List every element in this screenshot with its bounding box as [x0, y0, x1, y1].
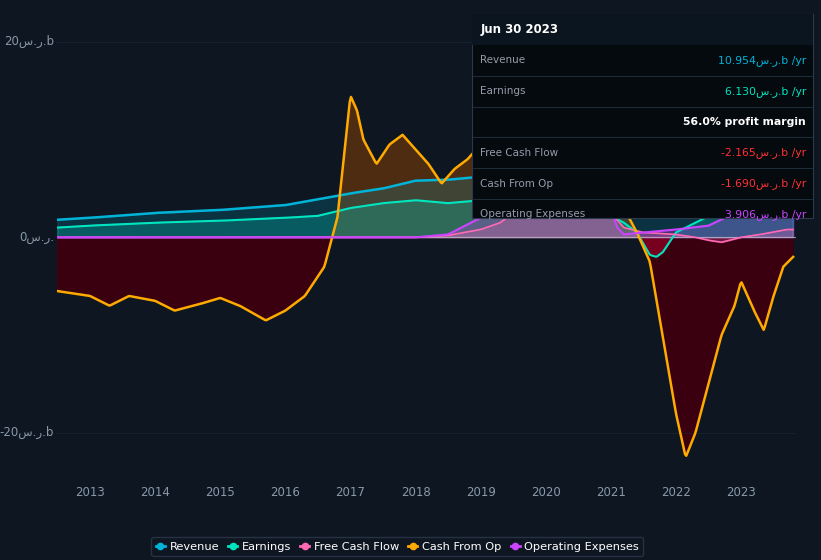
Text: 56.0% profit margin: 56.0% profit margin [683, 117, 806, 127]
Text: Revenue: Revenue [480, 55, 525, 66]
Text: 3.906س.ر.b /yr: 3.906س.ر.b /yr [725, 209, 806, 220]
Text: Cash From Op: Cash From Op [480, 179, 553, 189]
Legend: Revenue, Earnings, Free Cash Flow, Cash From Op, Operating Expenses: Revenue, Earnings, Free Cash Flow, Cash … [151, 537, 644, 556]
Text: Jun 30 2023: Jun 30 2023 [480, 23, 558, 36]
Text: -20س.ر.b: -20س.ر.b [0, 426, 54, 439]
Text: 10.954س.ر.b /yr: 10.954س.ر.b /yr [718, 55, 806, 66]
Text: Earnings: Earnings [480, 86, 525, 96]
Text: -1.690س.ر.b /yr: -1.690س.ر.b /yr [721, 178, 806, 189]
Text: 6.130س.ر.b /yr: 6.130س.ر.b /yr [725, 86, 806, 97]
Text: -2.165س.ر.b /yr: -2.165س.ر.b /yr [721, 147, 806, 158]
Text: Free Cash Flow: Free Cash Flow [480, 148, 558, 158]
Text: 20س.ر.b: 20س.ر.b [4, 35, 54, 49]
Text: Operating Expenses: Operating Expenses [480, 209, 585, 220]
Text: 0س.ر.: 0س.ر. [19, 231, 54, 244]
